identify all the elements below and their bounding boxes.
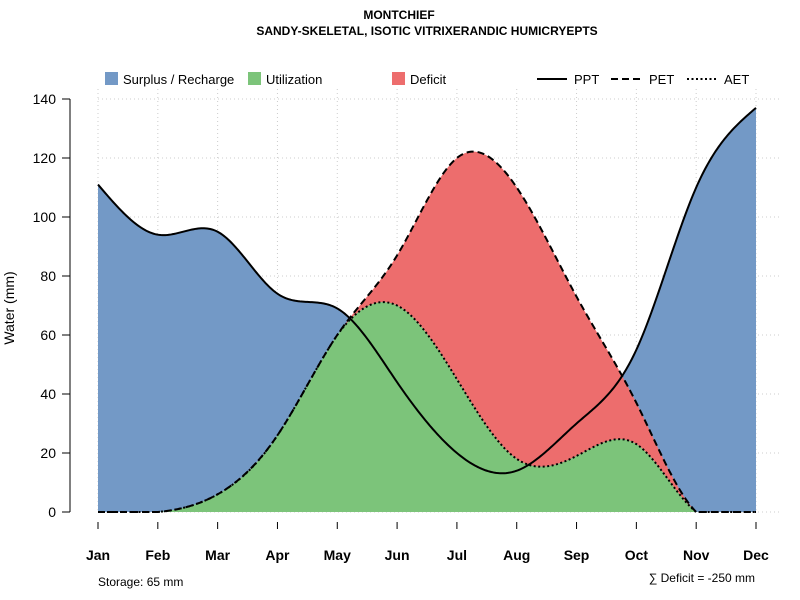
x-tick-label: Sep [564, 547, 590, 563]
legend-label-utilization: Utilization [266, 72, 322, 87]
legend-label-ppt: PPT [574, 72, 599, 87]
y-tick-label: 120 [33, 150, 57, 166]
x-tick-label: Jan [86, 547, 110, 563]
legend-label-pet: PET [649, 72, 674, 87]
series-line-aet [98, 301, 756, 513]
x-tick-label: Apr [265, 547, 290, 563]
legend-swatch-surplus [105, 72, 118, 85]
x-tick-label: Feb [145, 547, 170, 563]
y-tick-label: 100 [33, 209, 57, 225]
x-tick-label: Jun [385, 547, 410, 563]
legend-label-surplus: Surplus / Recharge [123, 72, 234, 87]
x-tick-label: Aug [503, 547, 530, 563]
y-tick-label: 80 [40, 268, 56, 284]
legend-label-deficit: Deficit [410, 72, 447, 87]
x-tick-label: May [324, 547, 351, 563]
chart-subtitle: SANDY-SKELETAL, ISOTIC VITRIXERANDIC HUM… [256, 24, 597, 38]
series-line-ppt [97, 107, 757, 475]
x-tick-label: Dec [743, 547, 769, 563]
storage-note: Storage: 65 mm [98, 575, 183, 589]
y-tick-label: 20 [40, 445, 56, 461]
legend: Surplus / Recharge Utilization Deficit P… [105, 72, 749, 87]
axes: 0 20 40 60 80 100 120 140 Jan Feb Mar Apr May Jun Jul A… [33, 91, 769, 563]
x-tick-label: Nov [683, 547, 710, 563]
y-tick-label: 60 [40, 327, 56, 343]
y-axis-label: Water (mm) [1, 271, 17, 344]
deficit-area [98, 151, 756, 513]
y-tick-label: 40 [40, 386, 56, 402]
legend-swatch-utilization [248, 72, 261, 85]
deficit-note: ∑ Deficit = -250 mm [649, 571, 755, 585]
y-tick-label: 140 [33, 91, 57, 107]
series-lines [97, 107, 757, 513]
x-tick-label: Oct [625, 547, 649, 563]
fill-areas [98, 107, 756, 513]
utilization-area [98, 302, 756, 512]
legend-swatch-deficit [392, 72, 405, 85]
legend-label-aet: AET [724, 72, 749, 87]
chart-title: MONTCHIEF [363, 8, 434, 22]
x-tick-label: Jul [447, 547, 467, 563]
x-tick-label: Mar [205, 547, 230, 563]
y-tick-label: 0 [48, 504, 56, 520]
series-line-pet [98, 150, 756, 513]
